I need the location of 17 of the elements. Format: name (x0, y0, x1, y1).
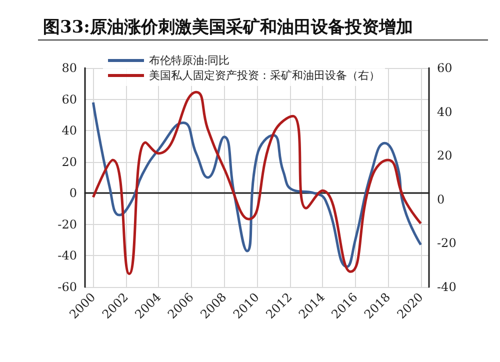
y2-tick-label: -40 (437, 280, 456, 294)
y-tick-label: -60 (58, 280, 77, 294)
y2-tick-label: -20 (437, 236, 456, 250)
legend-label: 美国私人固定资产投资：采矿和油田设备（右） (149, 69, 380, 82)
y2-tick-label: 0 (437, 192, 445, 206)
y2-tick-label: 20 (437, 148, 452, 163)
y-tick-label: 20 (62, 154, 77, 169)
y-tick-label: -40 (58, 248, 77, 263)
y-tick-label: -20 (58, 217, 77, 232)
legend-label: 布伦特原油:同比 (149, 54, 230, 67)
y-tick-label: 40 (62, 124, 77, 138)
chart-title: 图33:原油涨价刺激美国采矿和油田设备投资增加 (43, 18, 413, 38)
y2-tick-label: 60 (437, 61, 452, 75)
y2-tick-label: 40 (437, 104, 452, 119)
y-tick-label: 0 (69, 186, 77, 200)
y-tick-label: 60 (62, 92, 77, 106)
y-tick-label: 80 (62, 61, 77, 75)
